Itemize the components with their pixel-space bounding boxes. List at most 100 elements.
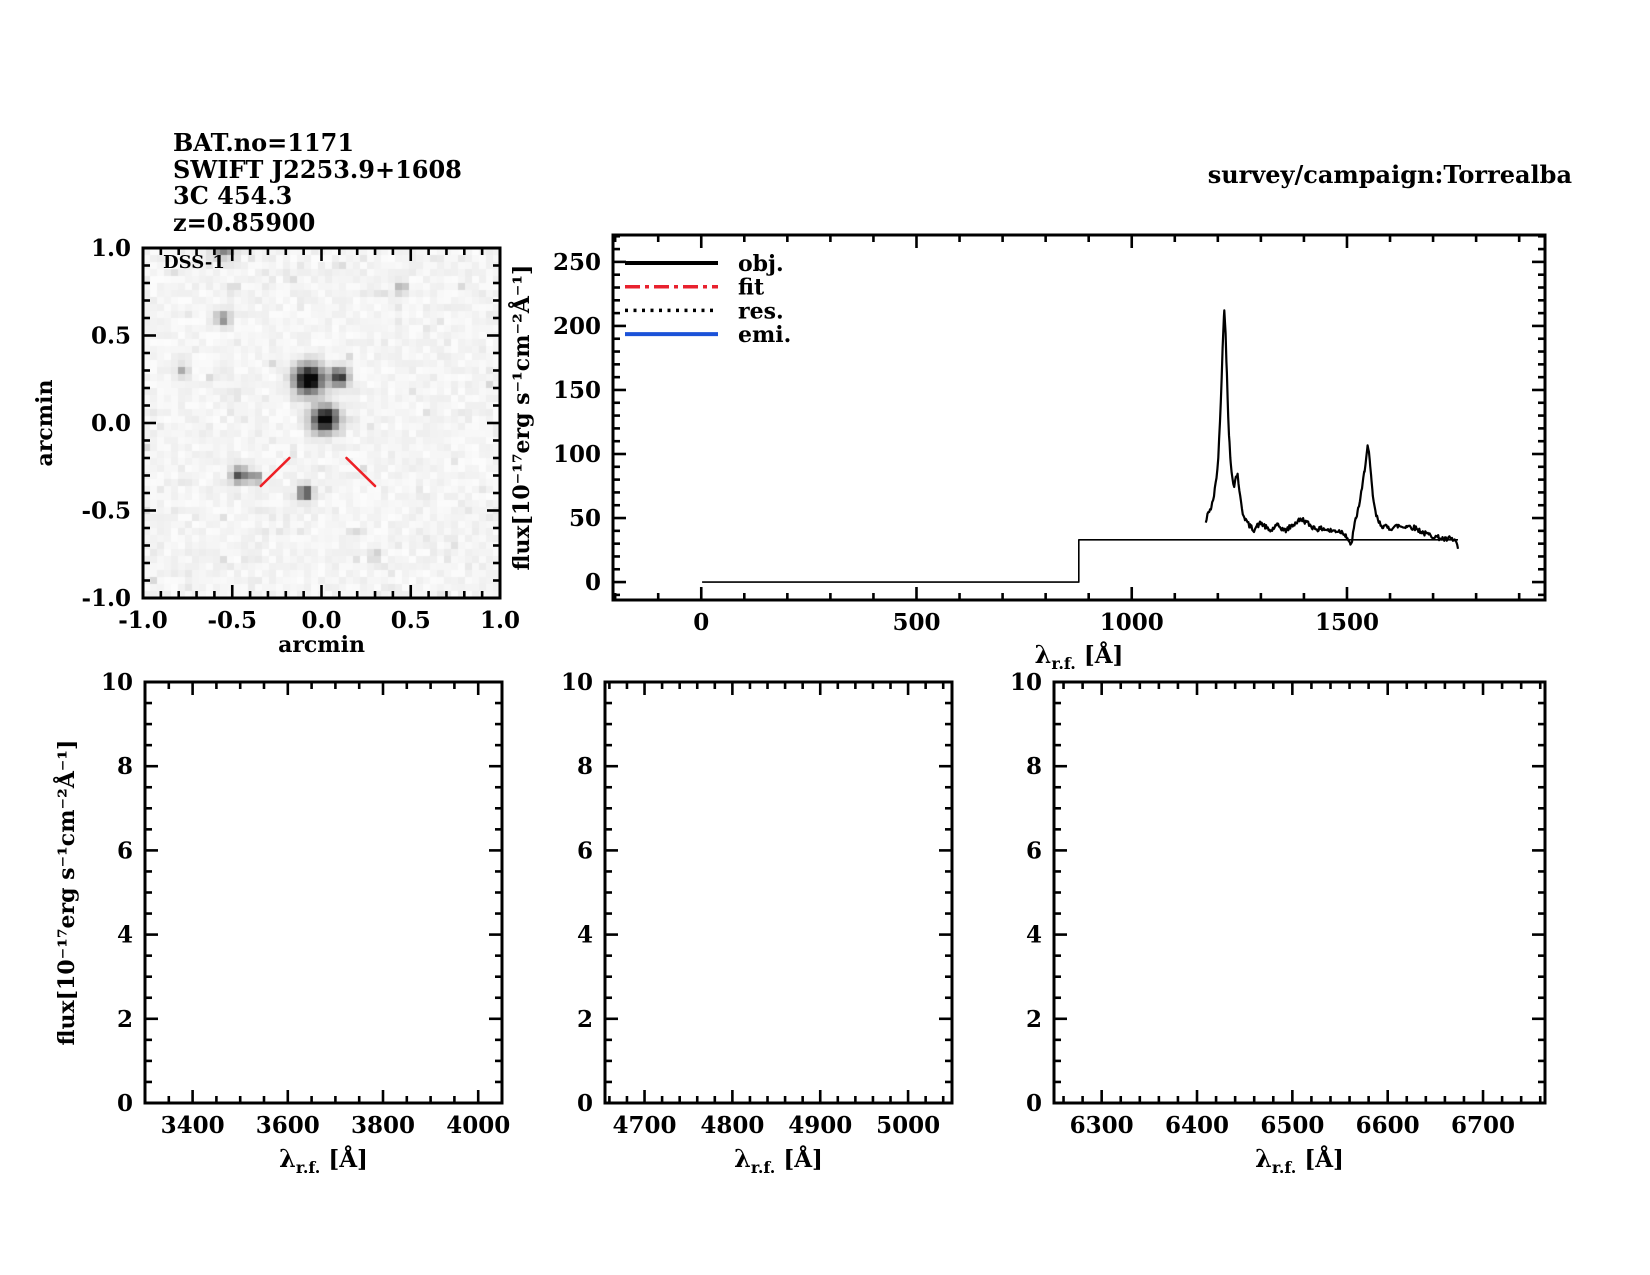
target-marker-line [345,456,377,488]
b3-panel: 6300 6400 6500 6600 6700 0 2 4 6 8 10 λr.f. [Å] [1010,669,1547,1177]
legend-label: fit [738,275,765,301]
x-tick-label: 6600 [1356,1112,1420,1139]
x-tick-label: 0 [693,609,709,636]
x-tick-label: 1000 [1100,609,1164,636]
x-tick-label: 5000 [876,1112,940,1139]
y-tick-label: 10 [1010,669,1042,696]
x-tick-label: 3400 [161,1112,225,1139]
y-axis-label: flux[10⁻¹⁷erg s⁻¹cm⁻²Å⁻¹] [508,265,535,571]
x-tick-label: 4700 [613,1112,677,1139]
y-ticks [145,680,502,1105]
dss-survey-tag: DSS-1 [163,252,225,273]
b1-panel: 3400 3600 3800 4000 0 2 4 6 8 10 λr.f. [Å] flux[10⁻… [53,669,510,1177]
y-tick-label: 250 [553,249,601,276]
y-tick-label: 4 [577,922,593,949]
panel-border [1052,680,1547,1105]
y-tick-label: 0.5 [91,323,131,350]
header-bat-number: BAT.no=1171 [173,128,355,157]
y-tick-label: 10 [101,669,133,696]
legend-item-emi: emi. [625,322,791,348]
header-object-name: 3C 454.3 [173,181,293,210]
survey-campaign-label: survey/campaign:Torrealba [1207,160,1572,189]
legend-item-fit: fit [625,275,765,301]
y-tick-label: 6 [117,837,133,864]
x-tick-label: 4000 [446,1112,510,1139]
x-tick-label: 3800 [351,1112,415,1139]
x-tick-label: -1.0 [118,607,168,634]
legend-item-obj: obj. [625,251,784,277]
dss-panel: -1.0 -0.5 0.0 0.5 1.0 -1.0 -0.5 0.0 0.5 1.0 arcmin… [32,235,520,658]
panel-border [611,233,1547,602]
legend-item-res: res. [625,298,784,324]
x-tick-label: 6400 [1165,1112,1229,1139]
y-tick-label: 8 [1026,753,1042,780]
target-markers [259,456,377,488]
y-tick-label: 2 [577,1006,593,1033]
y-tick-label: 4 [1026,922,1042,949]
x-axis-label: arcmin [278,632,365,658]
y-tick-label: 0 [1026,1090,1042,1117]
header-redshift: z=0.85900 [173,208,316,237]
y-tick-label: 2 [1026,1006,1042,1033]
y-tick-label: 2 [117,1006,133,1033]
x-tick-label: 6500 [1260,1112,1324,1139]
y-tick-label: -0.5 [81,498,131,525]
x-axis-label: λr.f. [Å] [1255,1144,1344,1177]
x-tick-label: 0.0 [301,607,341,634]
y-ticks [605,680,952,1105]
x-axis-label: λr.f. [Å] [279,1144,368,1177]
y-tick-label: 6 [577,837,593,864]
x-tick-label: 3600 [256,1112,320,1139]
x-ticks [1062,682,1542,1103]
header-swift-name: SWIFT J2253.9+1608 [173,155,462,184]
y-tick-label: 8 [117,753,133,780]
panel-border [603,680,954,1105]
window-line [702,538,1458,583]
target-marker-line [259,456,291,488]
x-ticks [143,682,504,1103]
y-tick-label: 10 [561,669,593,696]
y-tick-label: 0 [585,569,601,596]
x-tick-label: 4800 [700,1112,764,1139]
y-tick-label: 150 [553,377,601,404]
x-tick-label: 1500 [1315,609,1379,636]
y-tick-label: 1.0 [91,235,131,262]
y-tick-label: 200 [553,313,601,340]
x-tick-label: 500 [892,609,940,636]
dss-finder-image [143,248,500,598]
y-ticks [613,234,1545,597]
y-tick-label: 0 [577,1090,593,1117]
b2-panel: 4700 4800 4900 5000 0 2 4 6 8 10 λr.f. [Å] [561,669,954,1177]
x-ticks [613,235,1521,600]
legend-label: res. [738,298,784,324]
y-axis-label: arcmin [32,380,58,467]
panel-border [141,246,502,600]
x-tick-label: -0.5 [207,607,257,634]
y-tick-label: -1.0 [81,585,131,612]
x-axis-label: λr.f. [Å] [734,1144,823,1177]
y-tick-label: 8 [577,753,593,780]
panel-border [143,680,504,1105]
y-tick-label: 4 [117,922,133,949]
x-tick-label: 0.5 [391,607,431,634]
x-tick-label: 6300 [1070,1112,1134,1139]
legend-label: obj. [738,251,784,277]
y-ticks [1054,680,1545,1105]
x-axis-label: λr.f. [Å] [1035,640,1124,673]
x-ticks [141,248,502,598]
x-tick-label: 1.0 [480,607,520,634]
y-tick-label: 0 [117,1090,133,1117]
y-tick-label: 100 [553,441,601,468]
y-tick-label: 6 [1026,837,1042,864]
y-axis-label: flux[10⁻¹⁷erg s⁻¹cm⁻²Å⁻¹] [53,740,80,1046]
y-ticks [143,246,500,600]
x-tick-label: 6700 [1451,1112,1515,1139]
legend-label: emi. [738,322,791,348]
x-tick-label: 4900 [788,1112,852,1139]
y-tick-label: 0.0 [91,410,131,437]
x-ticks [608,682,945,1103]
spectrum-panel: 0 500 1000 1500 0 50 100 150 200 250 λr.f. [Å] flux… [508,233,1547,673]
